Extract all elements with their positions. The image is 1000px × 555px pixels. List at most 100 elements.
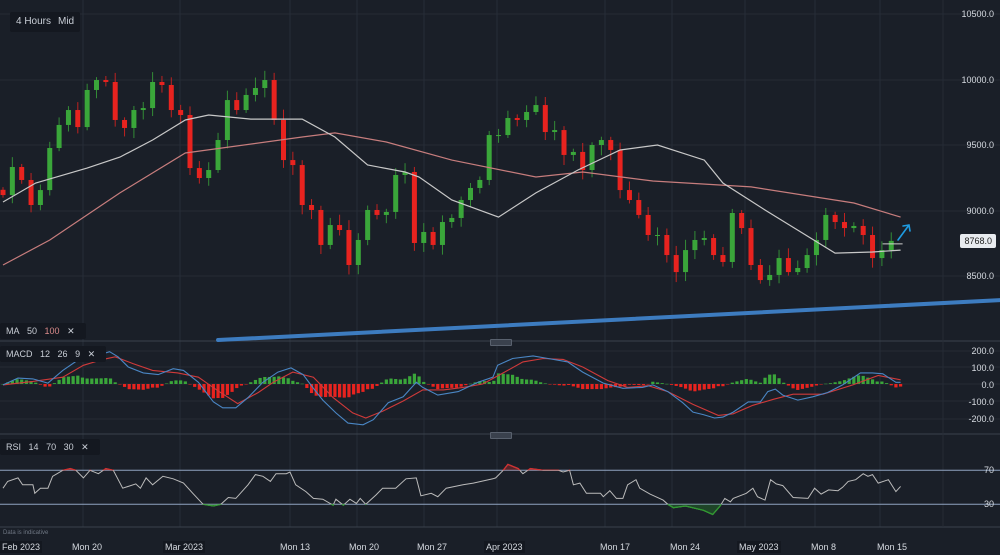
date-label: Mon 15	[877, 542, 908, 552]
macd-histogram-bar	[786, 384, 790, 386]
interval-button[interactable]: 4 Hours	[10, 12, 58, 32]
macd-histogram-bar	[520, 378, 524, 384]
macd-histogram-bar	[454, 384, 459, 388]
rsi-panel-resize-handle[interactable]	[490, 432, 512, 439]
candle-body	[94, 80, 99, 90]
candle-body	[589, 145, 595, 171]
macd-histogram-bar	[660, 383, 664, 384]
candle-body	[84, 89, 90, 128]
rsi-period: 14	[28, 442, 39, 452]
macd-histogram-bar	[726, 384, 730, 385]
ma-legend[interactable]: MA 50 100 ✕	[0, 323, 86, 339]
candle-body	[393, 174, 399, 212]
up-arrow-annotation	[897, 224, 911, 241]
candle-body	[776, 258, 782, 275]
macd-histogram-bar	[847, 378, 851, 384]
candle-body	[243, 94, 249, 111]
candle-body	[65, 110, 71, 125]
macd-histogram-bar	[1, 384, 5, 385]
rsi-panel	[0, 463, 1000, 516]
candle-body	[505, 118, 511, 136]
candle-body	[262, 80, 268, 89]
candle-body	[374, 209, 380, 215]
macd-histogram-bar	[431, 384, 435, 387]
candle-body	[477, 179, 483, 188]
candle-body	[140, 108, 146, 111]
candle-body	[19, 167, 25, 180]
macd-histogram-bar	[188, 384, 192, 385]
macd-axis-label: 100.0	[971, 363, 994, 373]
macd-signal-line	[2, 356, 901, 419]
macd-histogram-bar	[842, 380, 847, 384]
ma-remove-icon[interactable]: ✕	[67, 326, 75, 336]
macd-histogram-bar	[85, 378, 89, 384]
macd-axis-label: -100.0	[968, 397, 994, 407]
macd-panel-resize-handle[interactable]	[490, 339, 512, 346]
macd-histogram-bar	[674, 384, 678, 386]
macd-histogram-bar	[146, 384, 150, 389]
ma-period-100: 100	[44, 326, 60, 336]
macd-histogram-bar	[613, 384, 618, 388]
candle-body	[299, 165, 305, 205]
candle-body	[888, 240, 894, 251]
macd-legend[interactable]: MACD 12 26 9 ✕	[0, 346, 107, 362]
macd-histogram-bar	[450, 384, 454, 388]
macd-histogram-bar	[562, 384, 566, 386]
macd-histogram-bar	[239, 384, 244, 386]
macd-histogram-bar	[342, 384, 346, 398]
date-label: Mon 13	[280, 542, 311, 552]
candle-body	[458, 200, 464, 218]
macd-histogram-bar	[366, 384, 370, 390]
candle-body	[851, 225, 857, 229]
macd-histogram-bar	[38, 384, 42, 385]
macd-histogram-bar	[207, 384, 211, 396]
macd-histogram-bar	[510, 374, 515, 384]
macd-histogram-bar	[108, 378, 113, 384]
macd-remove-icon[interactable]: ✕	[87, 349, 96, 359]
rsi-remove-icon[interactable]: ✕	[81, 442, 89, 452]
macd-histogram-bar	[20, 379, 24, 384]
macd-histogram-bar	[71, 376, 75, 384]
candle-body	[832, 214, 838, 223]
trendline[interactable]	[216, 298, 1000, 343]
macd-histogram-bar	[763, 377, 767, 384]
macd-histogram-bar	[884, 383, 889, 384]
macd-histogram-bar	[744, 379, 748, 384]
macd-histogram-bar	[721, 384, 725, 387]
candle-body	[496, 135, 502, 137]
candlesticks	[0, 70, 894, 286]
macd-histogram-bar	[211, 384, 215, 399]
macd-histogram-bar	[417, 376, 421, 384]
macd-histogram-bar	[445, 384, 449, 389]
macd-slow: 26	[57, 349, 68, 359]
macd-histogram-bar	[29, 381, 33, 384]
candle-body	[486, 135, 492, 180]
macd-histogram-bar	[319, 384, 323, 397]
candle-body	[56, 124, 62, 149]
macd-histogram-bar	[300, 383, 304, 385]
macd-histogram-bar	[585, 384, 589, 390]
macd-histogram-bar	[90, 378, 94, 384]
macd-histogram-bar	[193, 384, 197, 387]
macd-histogram-bar	[754, 381, 758, 384]
macd-histogram-bar	[291, 380, 295, 384]
candle-body	[206, 170, 212, 179]
rsi-oversold-area	[202, 504, 722, 516]
candle-body	[234, 100, 240, 111]
macd-histogram-bar	[380, 382, 384, 384]
macd-histogram-bar	[590, 384, 594, 390]
rsi-overbought: 70	[46, 442, 57, 452]
up-arrow-icon	[897, 224, 911, 241]
macd-histogram-bar	[314, 384, 318, 396]
candle-body	[103, 80, 109, 82]
macd-histogram-bar	[370, 384, 374, 389]
macd-histogram-bar	[595, 384, 599, 390]
price-type-button[interactable]: Mid	[52, 12, 81, 32]
macd-histogram-bar	[870, 379, 875, 384]
candle-body	[47, 148, 53, 191]
rsi-legend[interactable]: RSI 14 70 30 ✕	[0, 439, 100, 455]
macd-histogram-bar	[57, 379, 61, 384]
date-label: Mon 27	[417, 542, 448, 552]
candle-body	[729, 212, 735, 262]
